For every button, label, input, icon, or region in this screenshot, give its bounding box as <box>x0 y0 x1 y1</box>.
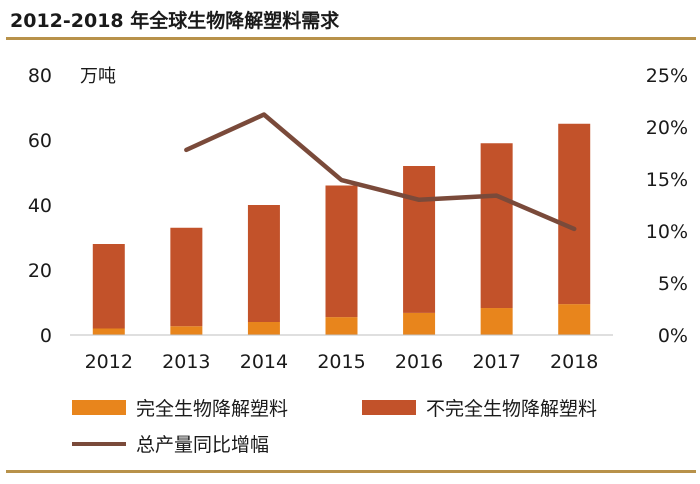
bar-full-2012 <box>92 328 125 335</box>
y-right-tick-label: 0% <box>658 325 688 347</box>
x-tick-label: 2016 <box>395 351 443 373</box>
y-left-tick-label: 20 <box>28 260 52 282</box>
x-tick-label: 2018 <box>550 351 598 373</box>
growth-line <box>184 112 577 232</box>
y-left-tick-label: 80 <box>28 65 52 87</box>
x-tick-label: 2014 <box>240 351 288 373</box>
y-right-tick-label: 5% <box>658 273 688 295</box>
x-tick-label: 2017 <box>472 351 520 373</box>
bar-partial-2014 <box>247 205 280 322</box>
legend-item-full: 完全生物降解塑料 <box>72 394 288 421</box>
y-right-tick-label: 25% <box>646 65 688 87</box>
y-right-tick-label: 10% <box>646 221 688 243</box>
bars-group <box>92 123 591 335</box>
y-left-tick-label: 60 <box>28 130 52 152</box>
bar-full-2014 <box>247 322 280 335</box>
bar-full-2013 <box>170 326 203 335</box>
legend-label-growth: 总产量同比增幅 <box>136 434 270 456</box>
legend-swatch-full <box>72 400 126 415</box>
legend-item-growth: 总产量同比增幅 <box>72 430 269 457</box>
bar-full-2015 <box>325 317 358 335</box>
y-right-tick-label: 15% <box>646 169 688 191</box>
y-right-tick-label: 20% <box>646 117 688 139</box>
y-left-tick-label: 0 <box>40 325 52 347</box>
right-axis-ticks: 0% 5% 10% 15% 20% 25% <box>646 65 688 347</box>
x-tick-label: 2012 <box>85 351 133 373</box>
bar-partial-2012 <box>92 244 125 329</box>
growth-line-group <box>184 112 577 232</box>
legend-swatch-growth <box>72 441 126 446</box>
legend-swatch-partial <box>362 400 416 415</box>
bar-partial-2017 <box>480 143 513 309</box>
legend-item-partial: 不完全生物降解塑料 <box>362 394 597 421</box>
chart-title: 2012-2018 年全球生物降解塑料需求 <box>10 10 340 32</box>
legend-label-partial: 不完全生物降解塑料 <box>426 398 598 420</box>
left-axis-ticks: 0 20 40 60 80 <box>28 65 52 347</box>
bar-partial-2015 <box>325 185 358 318</box>
bar-partial-2013 <box>170 227 203 327</box>
y-unit-label: 万吨 <box>80 66 116 87</box>
bar-partial-2018 <box>558 123 591 305</box>
x-axis-ticks: 2012 2013 2014 2015 2016 2017 2018 <box>85 351 599 373</box>
top-rule <box>6 37 696 40</box>
bottom-rule <box>6 470 696 473</box>
bar-full-2018 <box>558 304 591 335</box>
bar-full-2017 <box>480 308 513 335</box>
y-left-tick-label: 40 <box>28 195 52 217</box>
legend-label-full: 完全生物降解塑料 <box>136 398 289 420</box>
x-tick-label: 2013 <box>162 351 210 373</box>
bar-full-2016 <box>403 312 436 335</box>
bar-partial-2016 <box>403 166 436 313</box>
x-tick-label: 2015 <box>317 351 365 373</box>
